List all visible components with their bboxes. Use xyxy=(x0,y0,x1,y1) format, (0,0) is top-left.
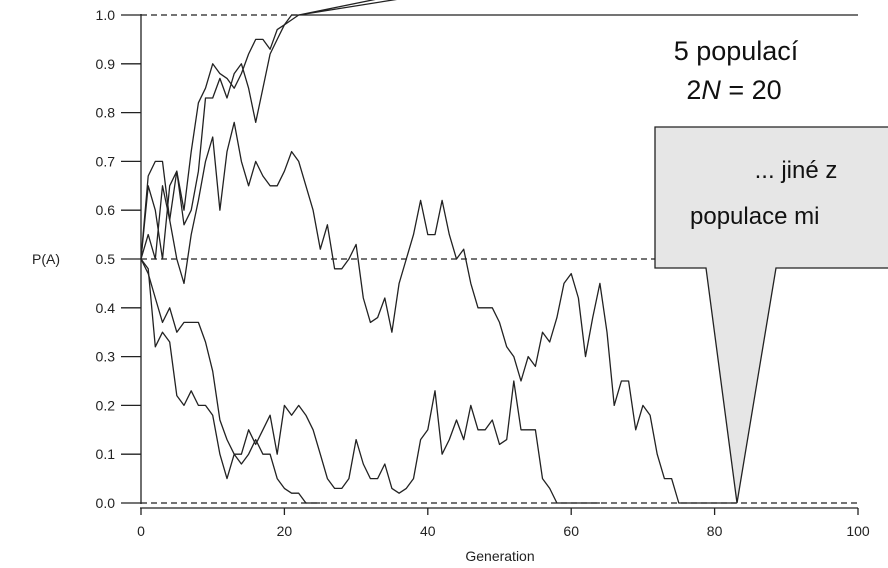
series-line-5 xyxy=(140,14,300,260)
series-line-1 xyxy=(140,121,737,504)
axes: 0.0 0.1 0.2 0.3 0.4 0.5 0.6 0.7 0.8 0.9 1.0 0 20 40 60… xyxy=(96,7,870,539)
reference-lines xyxy=(141,14,858,504)
x-axis-label: Generation xyxy=(465,548,534,564)
upper-callout-tail xyxy=(298,0,398,16)
x-tick-label: 0 xyxy=(137,523,145,539)
x-tick-label: 80 xyxy=(707,523,723,539)
y-tick-label: 0.8 xyxy=(96,105,116,121)
y-tick-label: 0.5 xyxy=(96,251,116,267)
series-line-2 xyxy=(140,258,600,504)
y-tick-label: 0.1 xyxy=(96,446,116,462)
x-tick-label: 40 xyxy=(420,523,436,539)
series-group xyxy=(140,14,737,504)
callout-bubble: ... jiné z populace mi xyxy=(654,126,888,504)
populations-annotation: 5 populací xyxy=(674,36,799,66)
y-tick-label: 0.9 xyxy=(96,56,116,72)
y-axis-label: P(A) xyxy=(32,251,60,267)
callout-shape xyxy=(654,126,888,504)
y-tick-label: 0.6 xyxy=(96,202,116,218)
series-line-4 xyxy=(140,14,299,260)
x-tick-label: 100 xyxy=(846,523,870,539)
y-tick-label: 0.7 xyxy=(96,153,116,169)
x-tick-label: 60 xyxy=(563,523,579,539)
x-tick-label: 20 xyxy=(277,523,293,539)
population-size-variable: N xyxy=(701,75,721,105)
callout-line-2: populace mi xyxy=(690,203,819,230)
population-size-prefix: 2 xyxy=(686,75,701,105)
population-size-value: = 20 xyxy=(721,75,782,105)
upper-callout-pointer xyxy=(298,0,398,16)
y-tick-label: 1.0 xyxy=(96,7,116,23)
y-tick-label: 0.3 xyxy=(96,349,116,365)
y-tick-label: 0.2 xyxy=(96,397,116,413)
series-line-3 xyxy=(140,258,321,504)
population-size-annotation: 2N = 20 xyxy=(686,75,781,105)
y-tick-label: 0.0 xyxy=(96,495,116,511)
y-tick-label: 0.4 xyxy=(96,300,116,316)
callout-line-1: ... jiné z xyxy=(755,157,838,184)
